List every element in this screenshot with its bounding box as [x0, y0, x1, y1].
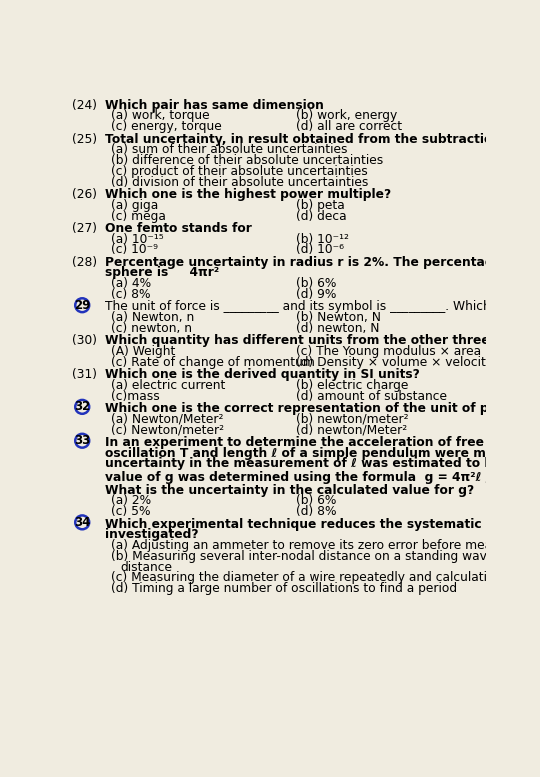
Text: (c) Measuring the diameter of a wire repeatedly and calculating the average: (c) Measuring the diameter of a wire rep… [111, 571, 540, 584]
Text: (d) amount of substance: (d) amount of substance [296, 390, 447, 402]
Text: 32: 32 [74, 400, 90, 413]
Text: Percentage uncertainty in radius r is 2%. The percentage uncertainty in v: Percentage uncertainty in radius r is 2%… [105, 256, 540, 269]
Text: (c) newton, n: (c) newton, n [111, 322, 192, 335]
Text: 34: 34 [74, 516, 90, 529]
Text: (d) newton, N: (d) newton, N [296, 322, 380, 335]
Text: (b) difference of their absolute uncertainties: (b) difference of their absolute uncerta… [111, 154, 383, 167]
Text: The unit of force is _________ and its symbol is _________. Which is the corr: The unit of force is _________ and its s… [105, 301, 540, 313]
Text: (d) division of their absolute uncertainties: (d) division of their absolute uncertain… [111, 176, 368, 189]
Text: (d) deca: (d) deca [296, 210, 347, 222]
Text: (a) electric current: (a) electric current [111, 379, 225, 392]
Text: (24): (24) [72, 99, 97, 112]
Text: 29: 29 [74, 298, 90, 312]
Text: (a) Adjusting an ammeter to remove its zero error before measuring a current: (a) Adjusting an ammeter to remove its z… [111, 539, 540, 552]
Text: (A) Weight: (A) Weight [111, 345, 176, 358]
Text: (d) all are correct: (d) all are correct [296, 120, 402, 133]
Text: (d) 8%: (d) 8% [296, 505, 336, 518]
Text: (b) Measuring several inter-nodal distance on a standing wave to find the mean i: (b) Measuring several inter-nodal distan… [111, 550, 540, 563]
Text: uncertainty in the measurement of ℓ was estimated to be 4% and that of T, 1%: uncertainty in the measurement of ℓ was … [105, 458, 540, 470]
Text: (d) Timing a large number of oscillations to find a period: (d) Timing a large number of oscillation… [111, 582, 457, 595]
Text: (c)mass: (c)mass [111, 390, 160, 402]
Text: (d) newton/Meter²: (d) newton/Meter² [296, 423, 407, 437]
Text: (a) Newton/Meter²: (a) Newton/Meter² [111, 413, 223, 426]
Text: One femto stands for: One femto stands for [105, 221, 252, 235]
Text: (c) 10⁻⁹: (c) 10⁻⁹ [111, 243, 158, 256]
Text: Which one is the highest power multiple?: Which one is the highest power multiple? [105, 188, 391, 201]
Text: (d) 9%: (d) 9% [296, 288, 336, 301]
Text: (c) mega: (c) mega [111, 210, 166, 222]
Text: (b) 6%: (b) 6% [296, 277, 336, 291]
Text: (c) The Young modulus × area: (c) The Young modulus × area [296, 345, 481, 358]
Text: (b) peta: (b) peta [296, 199, 345, 211]
Text: Which one is the derived quantity in SI units?: Which one is the derived quantity in SI … [105, 368, 420, 382]
Text: Which pair has same dimension: Which pair has same dimension [105, 99, 323, 112]
Text: (a) work, torque: (a) work, torque [111, 110, 210, 123]
Text: (c) Rate of change of momentum: (c) Rate of change of momentum [111, 356, 315, 369]
Text: Which one is the correct representation of the unit of pressure?: Which one is the correct representation … [105, 402, 540, 415]
Text: (31): (31) [72, 368, 97, 382]
Text: investigated?: investigated? [105, 528, 198, 542]
Text: Which quantity has different units from the other three?: Which quantity has different units from … [105, 334, 497, 347]
Text: (26): (26) [72, 188, 97, 201]
Text: distance: distance [120, 561, 172, 573]
Text: (b) 10⁻¹²: (b) 10⁻¹² [296, 232, 349, 246]
Text: (c) energy, torque: (c) energy, torque [111, 120, 221, 133]
Text: sphere is     4πr²: sphere is 4πr² [105, 267, 219, 280]
Text: What is the uncertainty in the calculated value for g?: What is the uncertainty in the calculate… [105, 483, 474, 497]
Text: (a) 10⁻¹⁵: (a) 10⁻¹⁵ [111, 232, 164, 246]
Text: In an experiment to determine the acceleration of free fall g, the period of: In an experiment to determine the accele… [105, 436, 540, 449]
Text: (c) product of their absolute uncertainties: (c) product of their absolute uncertaint… [111, 165, 368, 178]
Text: (d) 10⁻⁶: (d) 10⁻⁶ [296, 243, 344, 256]
Text: (a) giga: (a) giga [111, 199, 158, 211]
Text: value of g was determined using the formula  g = 4π²ℓ / T² .: value of g was determined using the form… [105, 471, 517, 483]
Text: (b) electric charge: (b) electric charge [296, 379, 408, 392]
Text: (a) sum of their absolute uncertainties: (a) sum of their absolute uncertainties [111, 143, 347, 156]
Text: (d) Density × volume × velocity: (d) Density × volume × velocity [296, 356, 493, 369]
Text: (b) 6%: (b) 6% [296, 494, 336, 507]
Text: Total uncertainty, in result obtained from the subtraction of two measurement, i: Total uncertainty, in result obtained fr… [105, 133, 540, 145]
Text: (c) Newton/meter²: (c) Newton/meter² [111, 423, 224, 437]
Text: (a) 2%: (a) 2% [111, 494, 151, 507]
Text: Which experimental technique reduces the systematic error of the quan: Which experimental technique reduces the… [105, 517, 540, 531]
Text: (a) 4%: (a) 4% [111, 277, 151, 291]
Text: (c) 5%: (c) 5% [111, 505, 151, 518]
Text: (b) newton/meter²: (b) newton/meter² [296, 413, 409, 426]
Text: (b) Newton, N: (b) Newton, N [296, 311, 381, 324]
Text: 33: 33 [74, 434, 90, 448]
Text: (25): (25) [72, 133, 97, 145]
Text: (b) work, energy: (b) work, energy [296, 110, 397, 123]
Text: (30): (30) [72, 334, 97, 347]
Text: oscillation T and length ℓ of a simple pendulum were measured. The: oscillation T and length ℓ of a simple p… [105, 447, 540, 460]
Text: (c) 8%: (c) 8% [111, 288, 151, 301]
Text: (a) Newton, n: (a) Newton, n [111, 311, 194, 324]
Text: (28): (28) [72, 256, 97, 269]
Text: (27): (27) [72, 221, 97, 235]
